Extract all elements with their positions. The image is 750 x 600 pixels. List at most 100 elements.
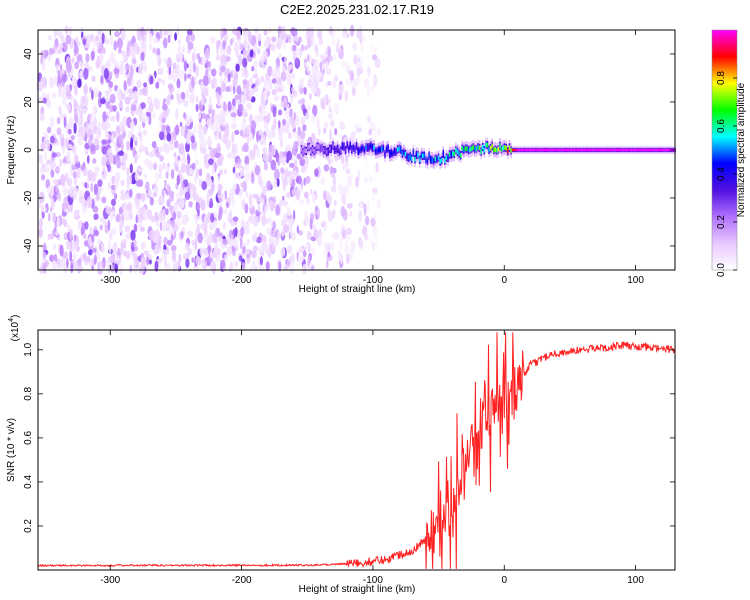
spectrogram-signal-cell [300,147,303,152]
spectrogram-cell [260,55,264,63]
spectrogram-cell [264,204,269,211]
spectrogram-cell [279,199,283,207]
spectrogram-cell [44,260,49,267]
spectrogram-cell [260,264,264,273]
spectrogram-cell [327,158,331,166]
spectrogram-cell [183,60,187,72]
spectrogram-cell [76,155,79,164]
spectrogram-cell [69,228,73,241]
spectrogram-cell [286,150,293,161]
spectrogram-signal-cell [489,145,492,151]
spectrogram-cell [250,172,255,184]
spectrogram-cell [170,220,176,229]
spectrogram-cell [149,196,154,206]
spectrogram-cell [327,80,332,86]
snr-ylabel: SNR (10 * v/v) [6,418,17,482]
snr-series-layer [37,332,676,569]
spectrogram-cell [366,72,371,78]
spectrogram-cell [201,137,207,149]
spectrogram-cell [151,141,157,148]
spectrogram-cell [188,201,193,208]
spectrogram-signal-cell [455,147,457,153]
spectrogram-cell [72,171,78,179]
spectrogram-cell [89,227,93,235]
spectrogram-cell [359,199,364,209]
spectrogram-cell [131,58,137,65]
spectrogram-cell [185,242,190,251]
spectrogram-cell [199,168,203,177]
spectrogram-cell [207,138,213,148]
spectrogram-cell [220,27,224,37]
spectrogram-cell [316,117,320,128]
spectrogram-cell [156,151,161,158]
spectrogram-cell [251,249,257,258]
spectrogram-cell [279,139,283,148]
spectrogram-cell [261,63,266,70]
spectrogram-cell [67,128,72,135]
spectrogram-cell [108,231,113,241]
spectrogram-cell [208,108,213,115]
spectrogram-cell [60,86,67,99]
spectrogram-signal-cell [354,147,356,152]
spectrogram-cell [147,209,153,220]
spectrogram-signal-cell [322,147,325,153]
spectrogram-signal-cell [308,144,311,150]
spectrogram-signal-cell [597,148,599,152]
colorbar-frame [711,29,738,271]
spectrogram-cell [179,51,184,61]
spectrogram-signal-cell [548,148,550,152]
spectrogram-signal-cell [445,155,448,160]
spectrogram-signal-cell [412,150,415,155]
spectrogram-cell [88,236,92,247]
spectrogram-cell [101,175,104,182]
spectrogram-cell [143,209,149,221]
spectrogram-cell [201,260,205,269]
spectrogram-cell [83,62,90,70]
spectrogram-cell [133,239,137,249]
spectrogram-cell [84,221,89,230]
spectrogram-cell [75,245,81,253]
spectrogram-cell [71,164,77,171]
spectrogram-cell [249,88,253,99]
spectrogram-cell [107,219,111,232]
spectrogram-cell [254,27,259,34]
spectrogram-cell [202,74,209,87]
spectrogram-cell [323,164,330,172]
spectrogram-cell [315,205,319,212]
spectrogram-cell [96,129,102,139]
spectrogram-cell [112,105,117,112]
spectrogram-cell [248,149,255,161]
spectrogram-cell [350,131,356,141]
spectrogram-cell [111,198,116,206]
spectrogram-cell [327,210,334,222]
spectrogram-cell [128,188,133,198]
spectrogram-cell [101,145,107,155]
spectrogram-cell [63,116,67,128]
spectrogram-cell [282,151,288,157]
spectrogram-cell [298,199,305,205]
spectrogram-cell [109,52,115,63]
spectrogram-cell [289,263,295,275]
spectrogram-cell [47,233,52,240]
spectrogram-cell [264,195,267,206]
spectrogram-cell [270,159,277,171]
spectrogram-cell [83,126,89,133]
spectrogram-cell [327,251,331,258]
spectrogram-cell [158,257,163,263]
x-tick-label: 0 [501,575,507,586]
spectrogram-signal-cell [633,148,635,152]
spectrogram-cell [291,170,298,180]
spectrogram-cell [293,140,298,150]
spectrogram-signal-cell [527,148,530,152]
spectrogram-cell [222,208,228,215]
spectrogram-cell [195,255,202,266]
spectrogram-cell [181,125,185,137]
spectrogram-cell [180,163,187,173]
spectrogram-signal-cell [593,148,596,152]
spectrogram-cell [129,163,133,174]
spectrogram-signal-cell [483,147,486,153]
spectrogram-cell [239,168,244,177]
spectrogram-cell [84,182,88,188]
spectrogram-cell [175,52,181,59]
spectrogram-cell [263,208,266,217]
